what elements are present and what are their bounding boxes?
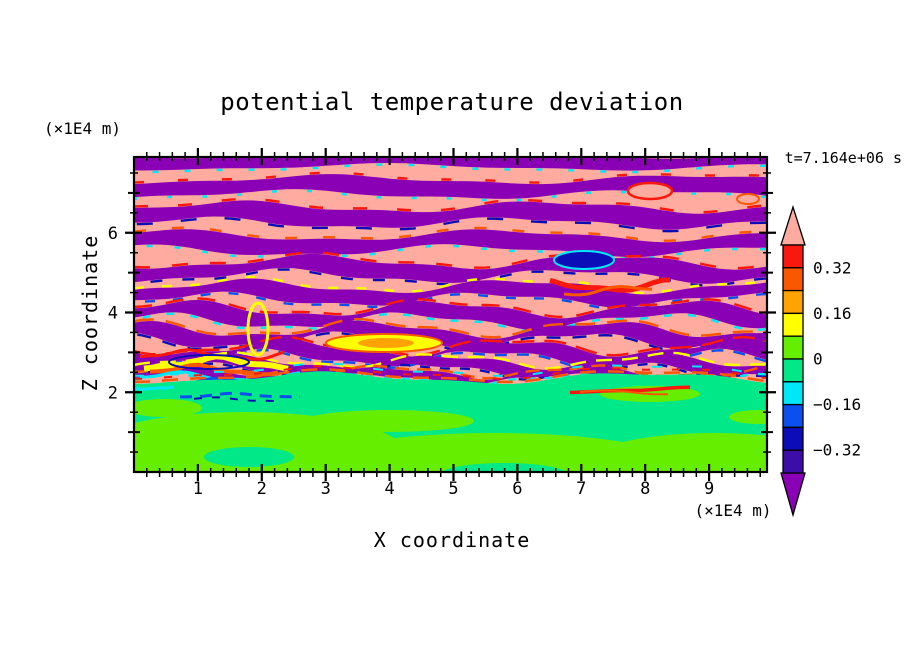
svg-text:0.16: 0.16	[813, 304, 852, 323]
svg-text:2: 2	[108, 383, 118, 403]
field	[134, 157, 767, 472]
plot-title: potential temperature deviation	[220, 88, 684, 116]
svg-text:1: 1	[193, 479, 203, 499]
svg-text:0: 0	[813, 350, 823, 369]
svg-text:6: 6	[108, 224, 118, 244]
svg-text:5: 5	[448, 479, 458, 499]
time-annotation: t=7.164e+06 s	[784, 149, 902, 167]
svg-text:−0.16: −0.16	[813, 395, 861, 414]
svg-text:8: 8	[640, 479, 650, 499]
svg-text:4: 4	[384, 479, 394, 499]
svg-text:7: 7	[576, 479, 586, 499]
svg-text:9: 9	[704, 479, 714, 499]
y-axis-title: Z coordinate	[78, 234, 102, 392]
x-axis-title: X coordinate	[373, 528, 531, 552]
svg-text:6: 6	[512, 479, 522, 499]
svg-text:−0.32: −0.32	[813, 441, 861, 460]
svg-text:4: 4	[108, 304, 118, 324]
svg-text:3: 3	[321, 479, 331, 499]
colorbar: 0.32 0.16 0 −0.16 −0.32	[780, 204, 861, 518]
svg-text:0.32: 0.32	[813, 258, 852, 277]
axes: 1 2 3 4 5 6 7 8 9 2 4 6	[108, 148, 776, 499]
svg-text:2: 2	[257, 479, 267, 499]
y-axis-units-label: (×1E4 m)	[44, 119, 122, 138]
x-axis-units-label: (×1E4 m)	[694, 501, 772, 520]
